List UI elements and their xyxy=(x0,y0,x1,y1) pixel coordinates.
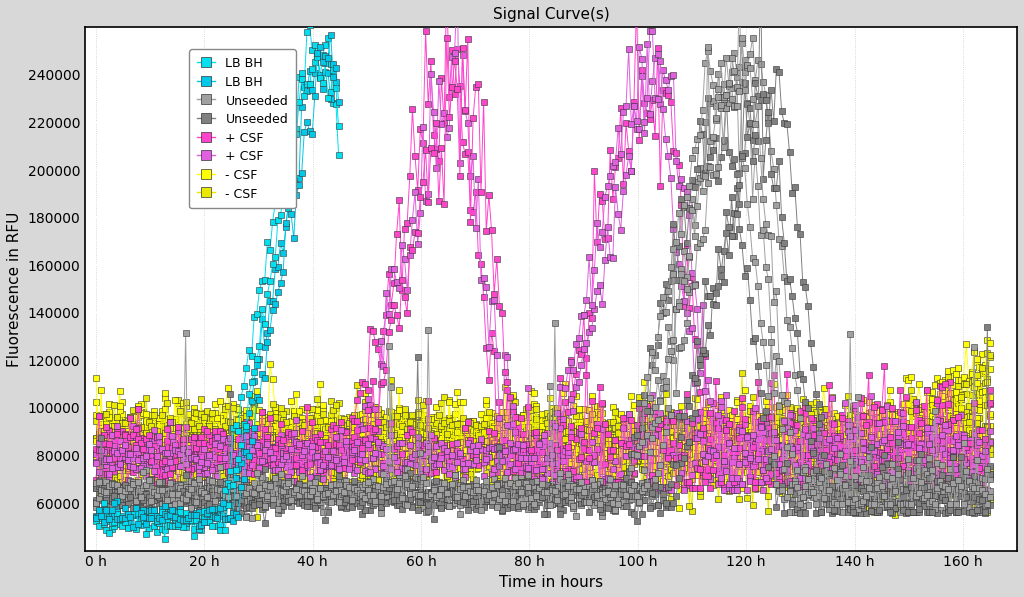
+ CSF xyxy=(873,473,886,480)
+ CSF xyxy=(90,450,102,457)
LB BH xyxy=(90,512,102,519)
Line: + CSF: + CSF xyxy=(92,0,993,506)
+ CSF xyxy=(636,453,648,460)
Unseeded xyxy=(90,496,102,503)
+ CSF xyxy=(219,434,231,441)
Unseeded xyxy=(873,482,886,489)
- CSF xyxy=(251,440,263,447)
Unseeded xyxy=(828,507,841,515)
Unseeded xyxy=(828,493,841,500)
- CSF xyxy=(169,477,181,484)
+ CSF xyxy=(828,472,841,479)
+ CSF xyxy=(984,400,996,407)
LB BH xyxy=(280,224,292,231)
LB BH xyxy=(234,460,247,467)
LB BH xyxy=(269,265,282,272)
X-axis label: Time in hours: Time in hours xyxy=(499,575,603,590)
Line: - CSF: - CSF xyxy=(92,353,993,499)
- CSF xyxy=(219,435,231,442)
LB BH xyxy=(283,199,295,206)
Unseeded xyxy=(738,56,751,63)
LB BH xyxy=(129,511,141,518)
- CSF xyxy=(870,423,883,430)
- CSF xyxy=(253,448,265,455)
- CSF xyxy=(870,467,883,475)
LB BH xyxy=(311,51,324,59)
Unseeded xyxy=(219,478,231,485)
- CSF xyxy=(825,425,838,432)
- CSF xyxy=(825,436,838,444)
- CSF xyxy=(984,366,996,373)
Line: Unseeded: Unseeded xyxy=(92,56,993,522)
Line: Unseeded: Unseeded xyxy=(92,92,993,527)
- CSF xyxy=(807,456,819,463)
+ CSF xyxy=(984,470,996,478)
+ CSF xyxy=(251,439,263,446)
Unseeded xyxy=(984,488,996,495)
Title: Signal Curve(s): Signal Curve(s) xyxy=(493,7,609,22)
LB BH xyxy=(261,238,273,245)
Unseeded xyxy=(633,482,645,489)
Unseeded xyxy=(984,501,996,509)
Unseeded xyxy=(810,475,822,482)
LB BH xyxy=(90,513,102,520)
LB BH xyxy=(303,22,315,29)
+ CSF xyxy=(219,452,231,459)
Unseeded xyxy=(253,483,265,490)
+ CSF xyxy=(810,433,822,440)
+ CSF xyxy=(828,435,841,442)
Unseeded xyxy=(873,507,886,514)
- CSF xyxy=(90,435,102,442)
Line: LB BH: LB BH xyxy=(92,22,342,536)
Unseeded xyxy=(633,400,645,407)
LB BH xyxy=(140,511,153,518)
Line: LB BH: LB BH xyxy=(92,51,339,527)
Line: + CSF: + CSF xyxy=(92,0,993,492)
Line: - CSF: - CSF xyxy=(92,347,993,484)
- CSF xyxy=(90,412,102,419)
- CSF xyxy=(633,448,645,456)
LB BH xyxy=(151,528,163,536)
+ CSF xyxy=(290,485,302,492)
- CSF xyxy=(968,347,980,355)
+ CSF xyxy=(253,470,265,477)
- CSF xyxy=(807,454,819,461)
+ CSF xyxy=(873,478,886,485)
- CSF xyxy=(633,444,645,451)
Unseeded xyxy=(219,500,231,507)
+ CSF xyxy=(810,439,822,447)
Unseeded xyxy=(720,92,732,99)
LB BH xyxy=(330,78,342,85)
LB BH xyxy=(214,522,226,529)
LB BH xyxy=(293,174,305,181)
Legend: LB BH, LB BH, Unseeded, Unseeded, + CSF, + CSF, - CSF, - CSF: LB BH, LB BH, Unseeded, Unseeded, + CSF,… xyxy=(189,49,296,208)
Unseeded xyxy=(251,490,263,497)
Unseeded xyxy=(259,520,271,527)
+ CSF xyxy=(240,499,252,506)
- CSF xyxy=(522,492,535,499)
Unseeded xyxy=(90,503,102,510)
Unseeded xyxy=(810,510,822,517)
LB BH xyxy=(116,520,128,527)
- CSF xyxy=(984,353,996,361)
Y-axis label: Fluorescence in RFU: Fluorescence in RFU xyxy=(7,211,22,367)
+ CSF xyxy=(636,428,648,435)
+ CSF xyxy=(90,483,102,490)
LB BH xyxy=(333,151,345,158)
Unseeded xyxy=(246,515,258,522)
LB BH xyxy=(122,513,134,521)
LB BH xyxy=(285,110,297,118)
LB BH xyxy=(285,192,297,199)
- CSF xyxy=(221,448,233,455)
